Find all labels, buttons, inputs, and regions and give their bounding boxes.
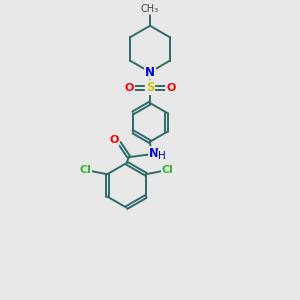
Text: O: O (109, 135, 119, 145)
Text: N: N (145, 66, 155, 79)
Text: Cl: Cl (79, 165, 91, 175)
Text: O: O (124, 82, 134, 93)
Text: N: N (149, 147, 159, 160)
Text: H: H (158, 151, 166, 160)
Text: CH₃: CH₃ (141, 4, 159, 14)
Text: Cl: Cl (162, 165, 174, 175)
Text: O: O (166, 82, 176, 93)
Text: S: S (146, 81, 154, 94)
